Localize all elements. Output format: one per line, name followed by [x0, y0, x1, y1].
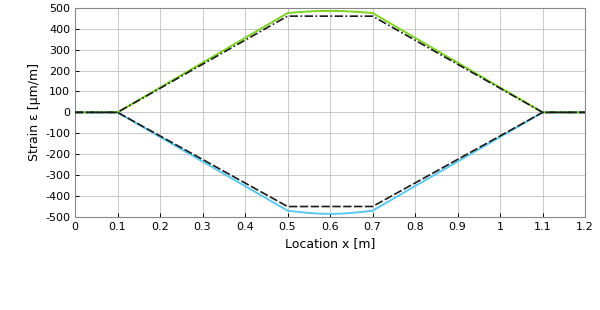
X-axis label: Location x [m]: Location x [m]	[285, 237, 375, 250]
Y-axis label: Strain ε [μm/m]: Strain ε [μm/m]	[28, 63, 41, 162]
